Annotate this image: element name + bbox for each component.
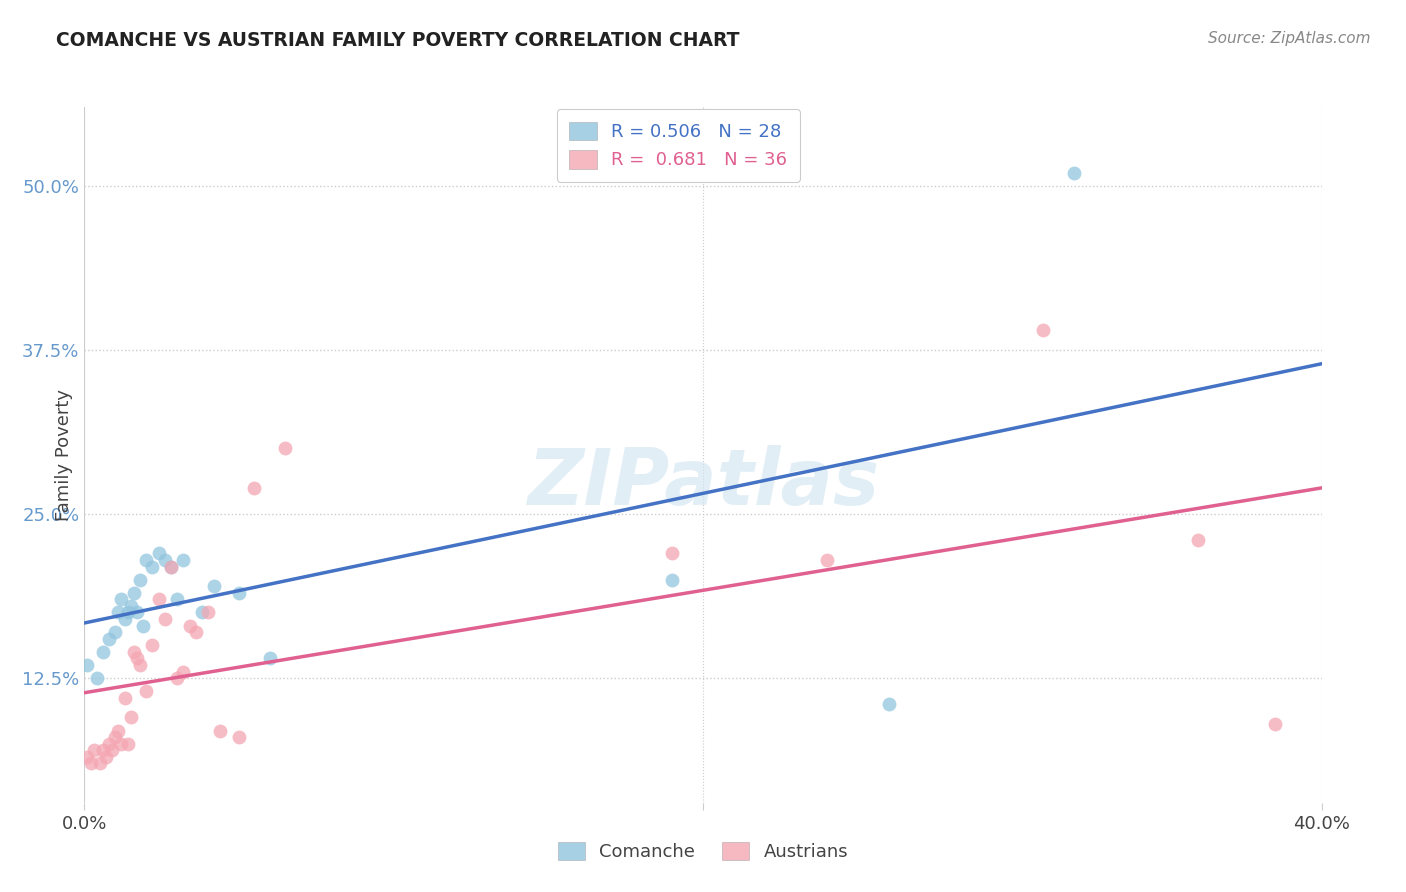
Point — [101, 743, 124, 757]
Point — [259, 651, 281, 665]
Point — [141, 559, 163, 574]
Point — [661, 573, 683, 587]
Point — [94, 749, 117, 764]
Point — [160, 559, 183, 574]
Point — [228, 730, 250, 744]
Point — [1032, 323, 1054, 337]
Point — [129, 657, 152, 672]
Point — [120, 710, 142, 724]
Legend: Comanche, Austrians: Comanche, Austrians — [548, 833, 858, 871]
Point — [122, 586, 145, 600]
Point — [153, 612, 176, 626]
Point — [166, 592, 188, 607]
Text: ZIPatlas: ZIPatlas — [527, 445, 879, 521]
Point — [815, 553, 838, 567]
Point — [98, 632, 121, 646]
Point — [172, 553, 194, 567]
Point — [114, 612, 136, 626]
Point — [191, 606, 214, 620]
Point — [79, 756, 101, 771]
Point — [114, 690, 136, 705]
Point — [91, 743, 114, 757]
Point — [1264, 717, 1286, 731]
Point — [228, 586, 250, 600]
Point — [243, 481, 266, 495]
Point — [110, 592, 132, 607]
Point — [98, 737, 121, 751]
Point — [110, 737, 132, 751]
Point — [877, 698, 900, 712]
Point — [132, 618, 155, 632]
Point — [202, 579, 225, 593]
Point — [184, 625, 207, 640]
Point — [125, 651, 148, 665]
Point — [107, 606, 129, 620]
Point — [274, 442, 297, 456]
Y-axis label: Family Poverty: Family Poverty — [55, 389, 73, 521]
Point — [209, 723, 232, 738]
Point — [197, 606, 219, 620]
Point — [120, 599, 142, 613]
Point — [117, 737, 139, 751]
Point — [160, 559, 183, 574]
Point — [153, 553, 176, 567]
Point — [1063, 166, 1085, 180]
Point — [91, 645, 114, 659]
Point — [179, 618, 201, 632]
Point — [83, 743, 105, 757]
Point — [122, 645, 145, 659]
Point — [135, 684, 157, 698]
Point — [104, 730, 127, 744]
Point — [166, 671, 188, 685]
Point — [129, 573, 152, 587]
Point — [1187, 533, 1209, 548]
Point — [148, 592, 170, 607]
Point — [135, 553, 157, 567]
Point — [86, 671, 108, 685]
Point — [107, 723, 129, 738]
Point — [125, 606, 148, 620]
Text: Source: ZipAtlas.com: Source: ZipAtlas.com — [1208, 31, 1371, 46]
Point — [117, 606, 139, 620]
Point — [172, 665, 194, 679]
Point — [148, 546, 170, 560]
Text: COMANCHE VS AUSTRIAN FAMILY POVERTY CORRELATION CHART: COMANCHE VS AUSTRIAN FAMILY POVERTY CORR… — [56, 31, 740, 50]
Point — [76, 657, 98, 672]
Point — [661, 546, 683, 560]
Point — [104, 625, 127, 640]
Point — [141, 638, 163, 652]
Point — [76, 749, 98, 764]
Point — [89, 756, 111, 771]
